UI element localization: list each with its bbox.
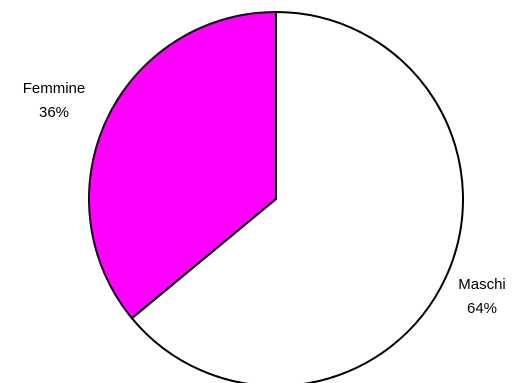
slice-label-maschi: Maschi — [458, 276, 506, 293]
slice-value-maschi: 64% — [467, 300, 497, 317]
pie-labels: Maschi 64% Femmine 36% — [23, 80, 506, 317]
slice-label-femmine: Femmine — [23, 80, 86, 97]
pie-slice-femmine — [88, 10, 277, 320]
pie-slices — [88, 10, 464, 383]
slice-value-femmine: 36% — [39, 104, 69, 121]
pie-slice-maschi — [130, 10, 464, 383]
